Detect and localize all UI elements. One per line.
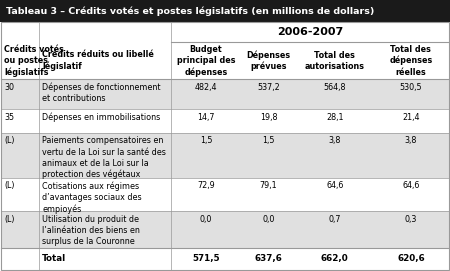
Text: 0,0: 0,0 — [262, 215, 275, 224]
Bar — [1, 133, 449, 178]
Text: 571,5: 571,5 — [192, 254, 220, 263]
Text: Paiements compensatoires en
vertu de la Loi sur la santé des
animaux et de la Lo: Paiements compensatoires en vertu de la … — [42, 136, 166, 179]
Bar — [1, 178, 449, 211]
Text: 3,8: 3,8 — [328, 136, 341, 146]
Text: 19,8: 19,8 — [260, 113, 278, 122]
Text: 30: 30 — [4, 83, 14, 92]
Text: 662,0: 662,0 — [321, 254, 349, 263]
Text: Crédits réduits ou libellé
législatif: Crédits réduits ou libellé législatif — [42, 50, 154, 71]
Text: 530,5: 530,5 — [400, 83, 422, 92]
Text: Total des
autorisations: Total des autorisations — [305, 51, 365, 71]
Bar — [1, 42, 449, 79]
Text: 0,7: 0,7 — [328, 215, 341, 224]
Text: 1,5: 1,5 — [262, 136, 275, 146]
Text: (L): (L) — [4, 215, 14, 224]
Bar — [0, 0, 450, 22]
Text: Total des
dépenses
réelles: Total des dépenses réelles — [389, 45, 432, 77]
Text: (L): (L) — [4, 181, 14, 190]
Text: 21,4: 21,4 — [402, 113, 420, 122]
Text: 79,1: 79,1 — [260, 181, 278, 190]
Text: 1,5: 1,5 — [200, 136, 212, 146]
Text: 0,3: 0,3 — [405, 215, 417, 224]
Text: (L): (L) — [4, 136, 14, 146]
Text: 14,7: 14,7 — [197, 113, 215, 122]
Bar — [1, 248, 449, 270]
Bar — [1, 109, 449, 133]
Text: 35: 35 — [4, 113, 14, 122]
Text: 64,6: 64,6 — [402, 181, 419, 190]
Text: 537,2: 537,2 — [257, 83, 280, 92]
Text: Cotisations aux régimes
d’avantages sociaux des
empioyés: Cotisations aux régimes d’avantages soci… — [42, 181, 142, 214]
Text: 64,6: 64,6 — [326, 181, 343, 190]
Bar — [1, 211, 449, 248]
Text: 72,9: 72,9 — [197, 181, 215, 190]
Text: Total: Total — [42, 254, 66, 263]
Text: 28,1: 28,1 — [326, 113, 343, 122]
Text: 2006-2007: 2006-2007 — [277, 27, 343, 37]
Text: 637,6: 637,6 — [255, 254, 283, 263]
Text: 3,8: 3,8 — [405, 136, 417, 146]
Text: Tableau 3 – Crédits votés et postes législatifs (en millions de dollars): Tableau 3 – Crédits votés et postes légi… — [6, 6, 374, 16]
Text: Dépenses de fonctionnement
et contributions: Dépenses de fonctionnement et contributi… — [42, 83, 161, 104]
Text: Crédits votés
ou postes
législatifs: Crédits votés ou postes législatifs — [4, 45, 64, 77]
Bar — [1, 79, 449, 109]
Bar — [1, 22, 449, 42]
Text: 0,0: 0,0 — [200, 215, 212, 224]
Text: Budget
principal des
dépenses: Budget principal des dépenses — [177, 45, 235, 77]
Text: 564,8: 564,8 — [324, 83, 346, 92]
Text: 620,6: 620,6 — [397, 254, 425, 263]
Text: 482,4: 482,4 — [195, 83, 217, 92]
Text: Utilisation du produit de
l’alinéation des biens en
surplus de la Couronne: Utilisation du produit de l’alinéation d… — [42, 215, 140, 246]
Text: Dépenses
prévues: Dépenses prévues — [247, 50, 291, 71]
Text: Dépenses en immobilisations: Dépenses en immobilisations — [42, 113, 160, 122]
